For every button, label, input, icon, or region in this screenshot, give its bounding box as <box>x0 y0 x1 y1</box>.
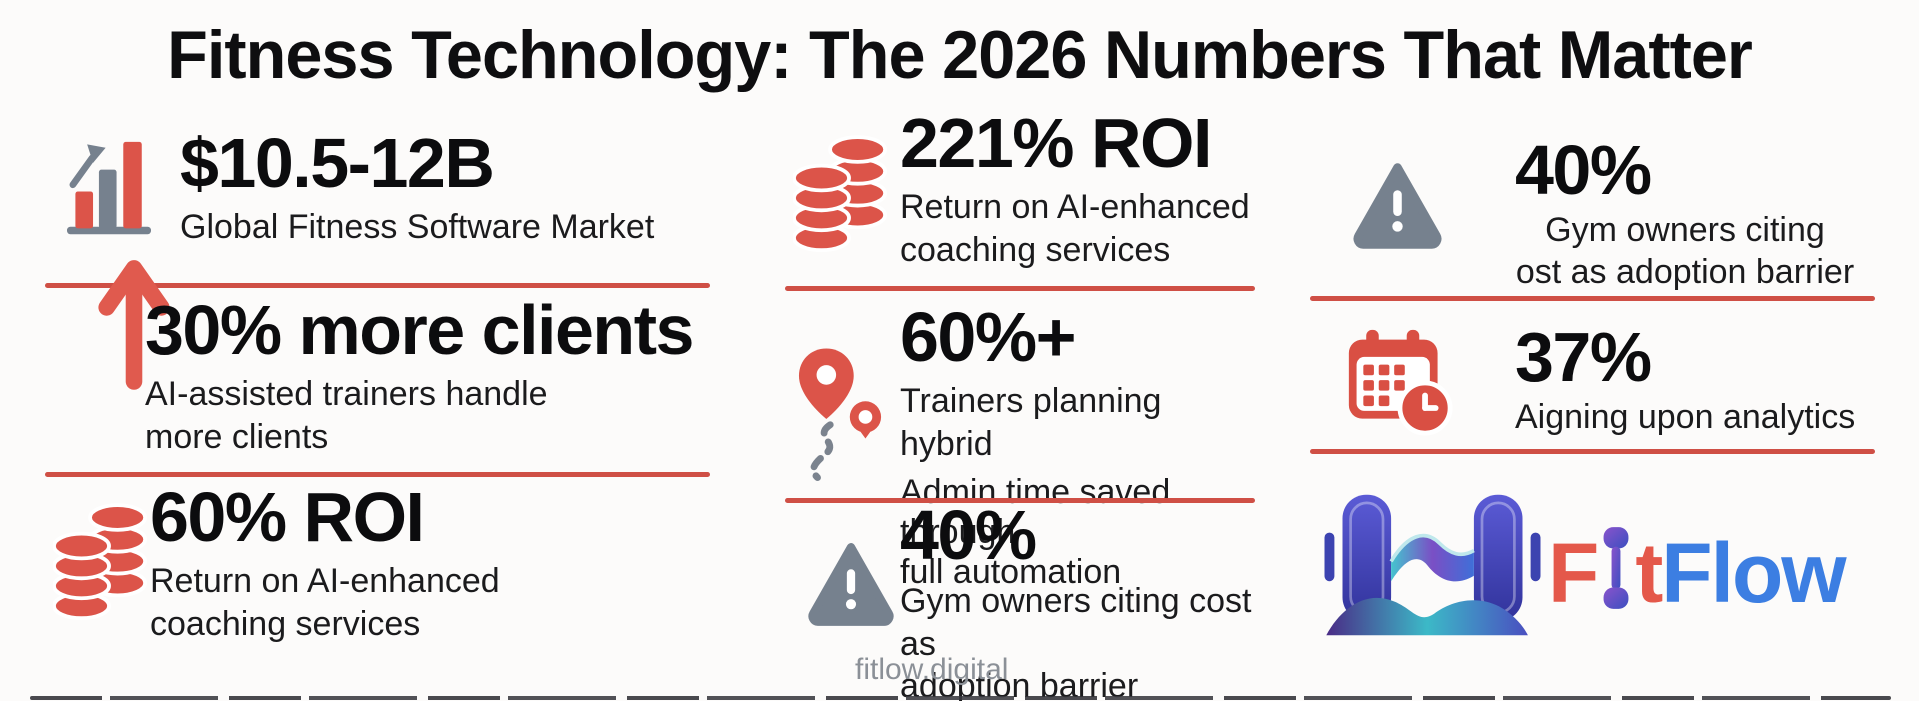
stat-value: 221% ROI <box>900 104 1212 182</box>
divider <box>785 498 1255 503</box>
stat-desc: Return on AI-enhanced coaching services <box>900 188 1250 269</box>
website-url: fitlow.digital <box>855 653 1009 686</box>
stats-column-left: $10.5-12B Global Fitness Software Market… <box>45 0 710 701</box>
stat-adoption-barrier: 40% Gym owners citing ost as adoption ba… <box>1490 135 1880 293</box>
stat-hybrid-trainers: 60%+ Trainers planning hybrid Admin time… <box>900 302 1255 592</box>
stat-desc: Aigning upon analytics <box>1515 398 1856 436</box>
stat-more-clients: 30% more clients AI-assisted trainers ha… <box>145 291 694 459</box>
stat-value: $10.5-12B <box>180 124 495 202</box>
stat-desc: Gym owners citing ost as adoption barrie… <box>1515 211 1855 292</box>
stat-cost-barrier: 40% Gym owners citing cost as adoption b… <box>900 500 1255 701</box>
stat-desc: Return on AI-enhanced coaching services <box>150 562 500 643</box>
stat-value: 40% <box>1515 131 1652 209</box>
page-title: Fitness Technology: The 2026 Numbers Tha… <box>167 17 1753 93</box>
stat-desc: Gym owners citing cost as adoption barri… <box>900 582 1252 701</box>
brand-letter-t: t <box>1635 526 1663 620</box>
divider <box>785 286 1255 291</box>
divider <box>1310 296 1875 301</box>
brand-wordmark: F tFlow <box>1548 522 1847 627</box>
route-pins-icon <box>797 345 885 485</box>
up-arrow-icon <box>95 253 173 393</box>
divider <box>45 283 710 288</box>
stat-roi-221: 221% ROI Return on AI-enhanced coaching … <box>900 108 1250 272</box>
stat-market-size: $10.5-12B Global Fitness Software Market <box>180 128 654 249</box>
brand-word-flow: Flow <box>1661 526 1846 620</box>
warning-triangle-icon <box>805 538 897 630</box>
dumbbell-letter-icon <box>1600 522 1632 627</box>
stat-value: 37% <box>1515 318 1652 396</box>
bar-chart-growth-icon <box>67 112 151 244</box>
stat-value: 30% more clients <box>145 291 694 369</box>
stat-desc: Trainers planning hybrid <box>900 382 1162 463</box>
coins-icon <box>52 488 148 623</box>
stat-desc-secondary: Admin time saved through full automation <box>900 472 1171 591</box>
divider <box>45 472 710 477</box>
stat-desc: AI-assisted trainers handle more clients <box>145 375 548 456</box>
dumbbell-wave-logo <box>1315 475 1550 655</box>
stat-value: 60%+ <box>900 298 1076 376</box>
stat-desc: Global Fitness Software Market <box>180 208 655 246</box>
stats-column-middle: 221% ROI Return on AI-enhanced coaching … <box>785 0 1255 701</box>
warning-triangle-icon <box>1350 158 1445 253</box>
coins-icon <box>792 120 888 255</box>
stat-analytics: 37% Aigning upon analytics <box>1490 322 1880 439</box>
stat-value: 60% ROI <box>150 478 425 556</box>
divider <box>1310 449 1875 454</box>
stat-value: 40% <box>900 496 1037 574</box>
stat-roi-60: 60% ROI Return on AI-enhanced coaching s… <box>150 482 500 646</box>
stats-column-right: 40% Gym owners citing ost as adoption ba… <box>1310 0 1875 701</box>
brand-letter-f: F <box>1548 526 1599 620</box>
calendar-clock-icon <box>1345 328 1453 436</box>
bottom-edge-artifact <box>30 696 1891 700</box>
